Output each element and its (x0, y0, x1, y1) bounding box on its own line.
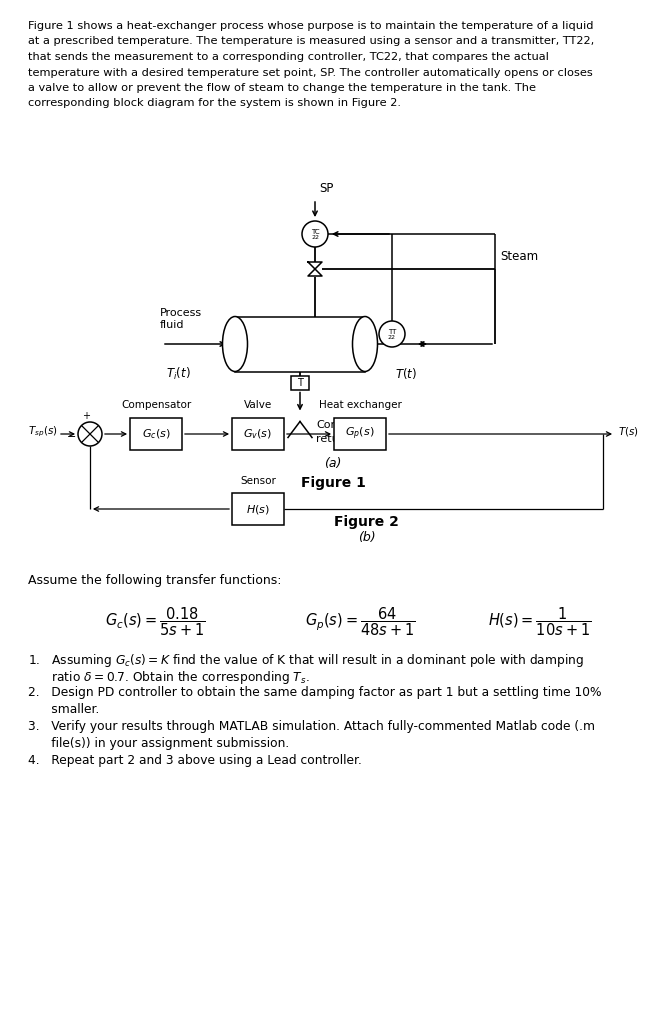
Text: $T(s)$: $T(s)$ (618, 426, 639, 438)
Text: Figure 2: Figure 2 (334, 515, 399, 529)
Text: $T_{sp}(s)$: $T_{sp}(s)$ (28, 425, 57, 439)
Text: Process
fluid: Process fluid (160, 308, 202, 330)
Text: that sends the measurement to a corresponding controller, TC22, that compares th: that sends the measurement to a correspo… (28, 52, 549, 62)
Text: $T(t)$: $T(t)$ (395, 366, 417, 381)
Text: at a prescribed temperature. The temperature is measured using a sensor and a tr: at a prescribed temperature. The tempera… (28, 37, 594, 46)
Ellipse shape (223, 316, 247, 372)
Text: corresponding block diagram for the system is shown in Figure 2.: corresponding block diagram for the syst… (28, 98, 401, 109)
Text: $G_c(s) = \dfrac{0.18}{5s+1}$: $G_c(s) = \dfrac{0.18}{5s+1}$ (105, 606, 205, 638)
Bar (232, 418, 284, 450)
Text: Heat exchanger: Heat exchanger (319, 400, 402, 410)
Circle shape (379, 321, 405, 347)
Bar (235, 316, 365, 372)
Text: +: + (82, 411, 90, 421)
Text: Sensor: Sensor (240, 476, 276, 486)
Text: 1.   Assuming $G_c(s) = K$ find the value of K that will result in a dominant po: 1. Assuming $G_c(s) = K$ find the value … (28, 652, 584, 669)
Text: TT: TT (388, 329, 396, 335)
Text: −: − (67, 432, 76, 442)
Text: SP: SP (319, 182, 334, 195)
Bar (232, 493, 284, 525)
Text: $H(s) = \dfrac{1}{10s+1}$: $H(s) = \dfrac{1}{10s+1}$ (488, 606, 592, 638)
Text: Steam: Steam (500, 250, 538, 263)
Text: ratio $\delta = 0.7$. Obtain the corresponding $T_s$.: ratio $\delta = 0.7$. Obtain the corresp… (28, 669, 309, 686)
Text: Figure 1 shows a heat-exchanger process whose purpose is to maintain the tempera: Figure 1 shows a heat-exchanger process … (28, 22, 594, 31)
Text: 2.   Design PD controller to obtain the same damping factor as part 1 but a sett: 2. Design PD controller to obtain the sa… (28, 686, 602, 699)
Text: $T_i(t)$: $T_i(t)$ (166, 366, 191, 382)
Text: $G_p(s)$: $G_p(s)$ (346, 426, 375, 442)
Text: temperature with a desired temperature set point, SP. The controller automatical: temperature with a desired temperature s… (28, 68, 593, 78)
Text: a valve to allow or prevent the flow of steam to change the temperature in the t: a valve to allow or prevent the flow of … (28, 83, 536, 93)
Text: Figure 1: Figure 1 (301, 475, 366, 489)
Text: (a): (a) (324, 458, 342, 470)
Text: TC: TC (311, 228, 319, 234)
Text: $G_v(s)$: $G_v(s)$ (243, 427, 273, 440)
Ellipse shape (352, 316, 378, 372)
Text: smaller.: smaller. (28, 703, 99, 716)
Bar (130, 418, 182, 450)
Text: 4.   Repeat part 2 and 3 above using a Lead controller.: 4. Repeat part 2 and 3 above using a Lea… (28, 754, 362, 767)
Text: T: T (297, 378, 303, 387)
Circle shape (78, 422, 102, 446)
Text: (b): (b) (358, 531, 376, 544)
Circle shape (302, 221, 328, 247)
Text: return: return (316, 434, 350, 444)
Text: Assume the following transfer functions:: Assume the following transfer functions: (28, 574, 281, 587)
Bar (291, 376, 309, 389)
Text: 22: 22 (388, 335, 396, 340)
Text: file(s)) in your assignment submission.: file(s)) in your assignment submission. (28, 737, 289, 750)
Bar (334, 418, 386, 450)
Text: Valve: Valve (244, 400, 272, 410)
Text: Compensator: Compensator (121, 400, 191, 410)
Text: $H(s)$: $H(s)$ (246, 503, 270, 515)
Text: 22: 22 (311, 234, 319, 240)
Text: Condensate: Condensate (316, 421, 383, 430)
Text: $G_c(s)$: $G_c(s)$ (141, 427, 170, 440)
Text: 3.   Verify your results through MATLAB simulation. Attach fully-commented Matla: 3. Verify your results through MATLAB si… (28, 720, 595, 733)
Text: $G_p(s) = \dfrac{64}{48s+1}$: $G_p(s) = \dfrac{64}{48s+1}$ (305, 606, 416, 638)
